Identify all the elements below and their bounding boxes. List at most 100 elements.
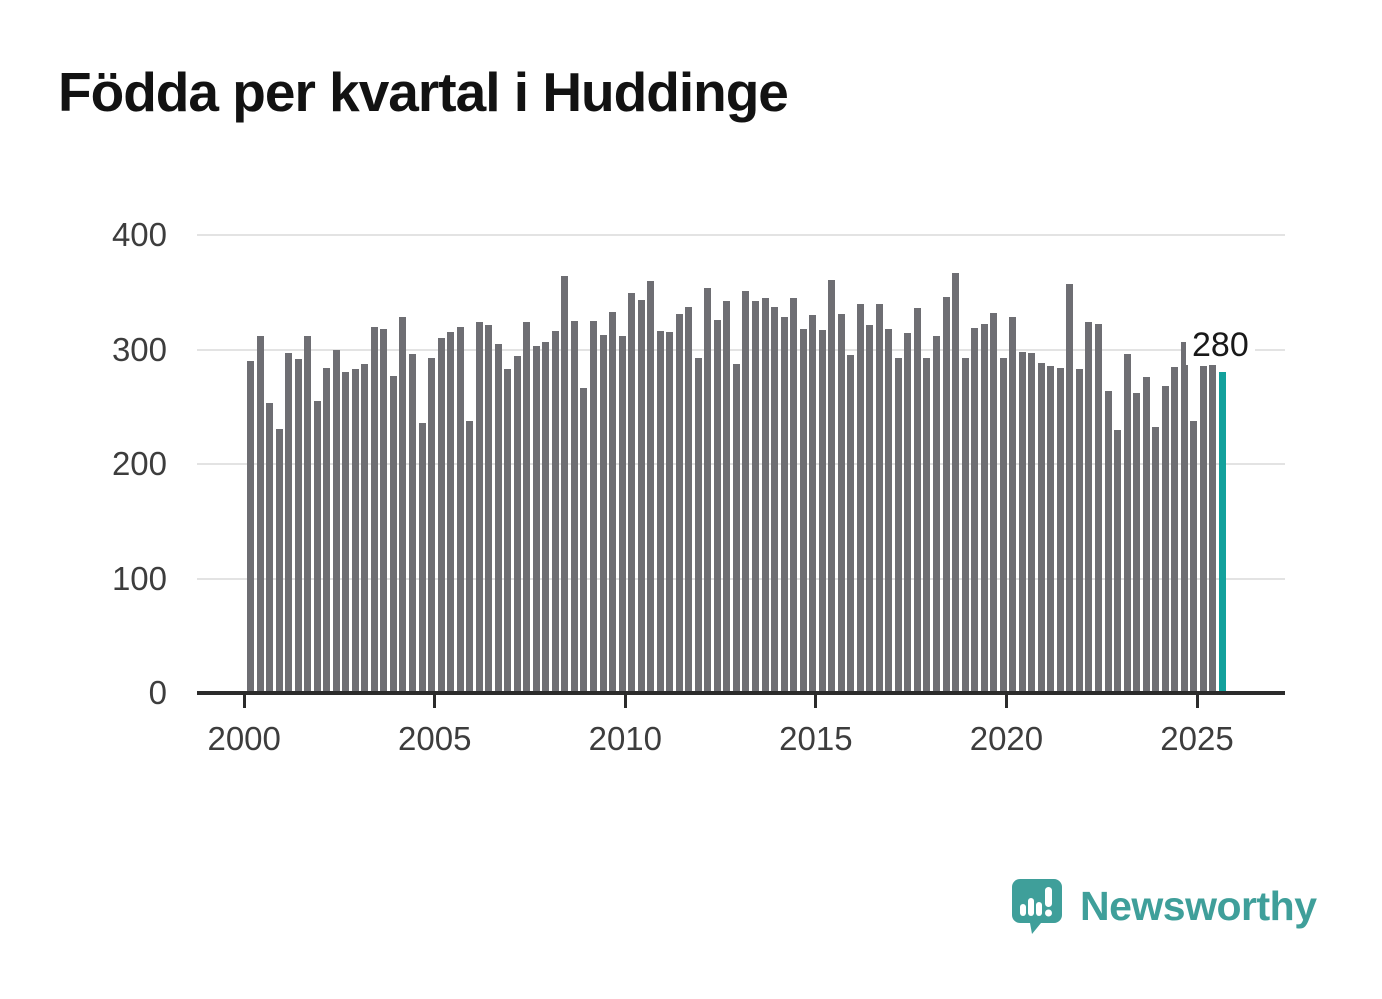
bar [532, 346, 540, 693]
bar [475, 322, 483, 693]
bar [609, 311, 617, 693]
bar [875, 303, 883, 693]
bar [751, 301, 759, 693]
y-axis-tick-label: 100 [111, 559, 167, 597]
bar [618, 335, 626, 693]
bar [380, 328, 388, 693]
bar [389, 375, 397, 693]
bar [952, 272, 960, 693]
bar [599, 334, 607, 693]
bar [437, 338, 445, 693]
bar [856, 303, 864, 693]
bar [1114, 429, 1122, 693]
newsworthy-logo-icon [1012, 879, 1062, 934]
bar [799, 328, 807, 693]
bar [809, 315, 817, 693]
x-axis-tick-label: 2005 [398, 720, 472, 757]
bar [980, 324, 988, 693]
bar [370, 326, 378, 693]
bar [971, 327, 979, 693]
bar [1171, 366, 1179, 693]
x-axis-tick-label: 2000 [207, 720, 281, 757]
bar [723, 301, 731, 693]
y-axis-tick-label: 400 [111, 216, 167, 253]
bar [1142, 376, 1150, 693]
x-axis-tick [1004, 695, 1008, 708]
bar [1123, 354, 1131, 693]
bar [523, 322, 531, 693]
bar [408, 354, 416, 693]
bar [894, 357, 902, 693]
bar [256, 335, 264, 693]
x-axis-tick [242, 695, 246, 708]
bar [1009, 317, 1017, 693]
bar [542, 341, 550, 693]
bar [704, 287, 712, 693]
y-axis-tick-label: 200 [111, 445, 167, 482]
y-axis-tick-label: 300 [111, 330, 167, 368]
bar [1047, 365, 1055, 693]
bar [304, 335, 312, 693]
bar [628, 293, 636, 693]
bar [247, 360, 254, 693]
bar [561, 276, 569, 693]
bar [428, 357, 436, 693]
x-axis-tick [433, 695, 437, 708]
bar [1190, 420, 1198, 693]
bar [513, 356, 521, 693]
bar [580, 388, 588, 693]
bar [266, 403, 274, 693]
bar [590, 320, 597, 693]
bar [999, 357, 1007, 693]
bar [637, 300, 645, 693]
bar [904, 333, 912, 693]
x-axis-tick [814, 695, 818, 708]
y-gridline [197, 348, 1285, 351]
plot-area [197, 234, 1285, 693]
bar [1161, 386, 1169, 693]
bar [933, 335, 941, 693]
bar [447, 332, 455, 693]
bar [504, 368, 512, 693]
bar [1028, 352, 1036, 693]
bar [285, 352, 293, 693]
bar [780, 317, 788, 693]
bar [342, 372, 350, 693]
x-axis-tick [1195, 695, 1199, 708]
y-gridline [197, 463, 1285, 465]
bar [818, 330, 826, 693]
bar [1104, 390, 1112, 693]
bar [1209, 360, 1217, 693]
bar [494, 343, 502, 693]
bar [694, 357, 702, 693]
bar [790, 297, 798, 693]
bar [847, 355, 855, 693]
y-axis-tick-label: 0 [148, 674, 167, 711]
bar [1085, 322, 1093, 693]
x-axis-tick-label: 2025 [1160, 720, 1234, 757]
bar [732, 364, 740, 693]
bar [828, 279, 836, 693]
bar [685, 307, 693, 693]
bar [275, 428, 283, 693]
x-axis-tick [623, 695, 627, 708]
bar [418, 422, 426, 693]
highlighted-bar-value-label: 280 [1186, 326, 1255, 365]
bar [1094, 324, 1102, 693]
bar [923, 357, 931, 693]
y-gridline [197, 577, 1285, 580]
brand-wordmark: Newsworthy [1080, 882, 1317, 929]
bar [713, 319, 721, 693]
bar [466, 420, 474, 693]
bar [361, 364, 369, 693]
bar [761, 297, 769, 693]
bar [332, 349, 340, 693]
bar [313, 401, 321, 693]
highlighted-bar [1218, 372, 1226, 693]
bar [913, 308, 921, 693]
bar [666, 332, 674, 693]
bar [456, 326, 464, 693]
bar [1018, 351, 1026, 693]
bar [885, 328, 893, 693]
